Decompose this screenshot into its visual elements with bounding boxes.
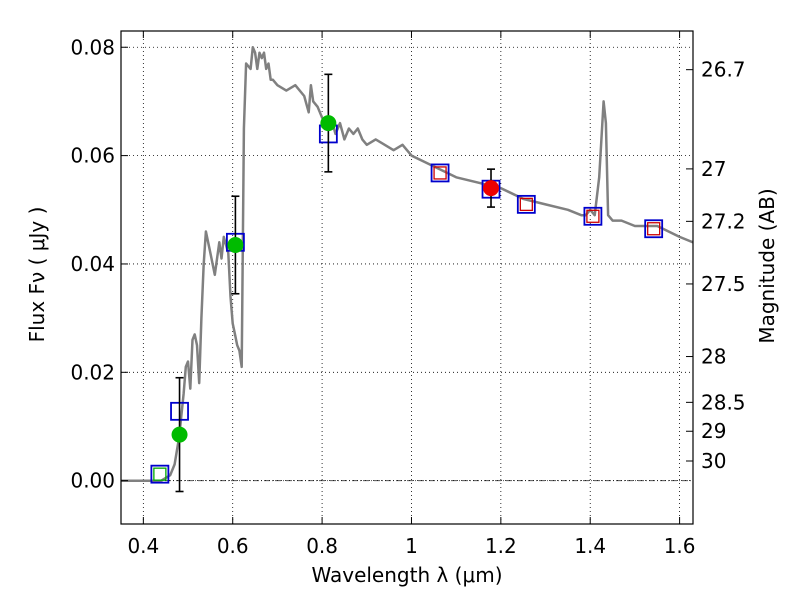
model-flux-square <box>644 219 664 239</box>
model-flux-inner-square <box>153 467 167 481</box>
x-tick-label: 1.2 <box>485 534 517 558</box>
y-axis-title: Flux Fν ( μJy ) <box>25 207 49 343</box>
plot-area <box>121 46 693 493</box>
right-tick-label: 27 <box>701 157 726 181</box>
y-tick-label: 0.08 <box>70 35 115 59</box>
right-tick-label: 27.2 <box>701 209 746 233</box>
model-flux-inner-square <box>433 166 447 180</box>
observed-flux-point <box>483 180 500 197</box>
right-axis-title: Magnitude (AB) <box>755 188 779 343</box>
model-flux-square <box>583 206 603 226</box>
ticks: 0.4 0.6 0.8 1 1.2 1.4 1.6 0.00 0.02 0.04 0.06 0.08 2… <box>70 31 746 558</box>
grid <box>121 31 693 524</box>
model-flux-square <box>150 464 170 484</box>
right-tick-label: 30 <box>701 449 726 473</box>
model-flux-square <box>430 163 450 183</box>
y-tick-label: 0.04 <box>70 252 115 276</box>
observed-flux-point <box>171 426 188 443</box>
right-tick-label: 29 <box>701 419 726 443</box>
y-tick-label: 0.00 <box>70 469 115 493</box>
model-spectrum-line <box>121 46 693 482</box>
x-tick-label: 1.6 <box>664 534 696 558</box>
plot-frame <box>120 30 694 525</box>
series-layer <box>121 46 693 493</box>
x-axis-title: Wavelength λ (μm) <box>311 563 502 587</box>
x-tick-label: 0.4 <box>127 534 159 558</box>
model-flux-inner-square <box>647 222 661 236</box>
x-tick-label: 1 <box>405 534 418 558</box>
model-flux-inner-square <box>519 197 533 212</box>
x-tick-label: 1.4 <box>574 534 606 558</box>
right-tick-label: 28 <box>701 345 726 369</box>
observed-flux-point <box>320 115 337 132</box>
y-tick-label: 0.02 <box>70 360 115 384</box>
right-tick-label: 26.7 <box>701 58 746 82</box>
x-tick-label: 0.8 <box>306 534 338 558</box>
observed-flux-point <box>227 236 244 253</box>
model-flux-square <box>516 194 536 214</box>
model-flux-inner-square <box>586 209 600 223</box>
y-tick-label: 0.06 <box>70 144 115 168</box>
right-tick-label: 28.5 <box>701 390 746 414</box>
right-tick-label: 27.5 <box>701 272 746 296</box>
x-tick-label: 0.6 <box>217 534 249 558</box>
